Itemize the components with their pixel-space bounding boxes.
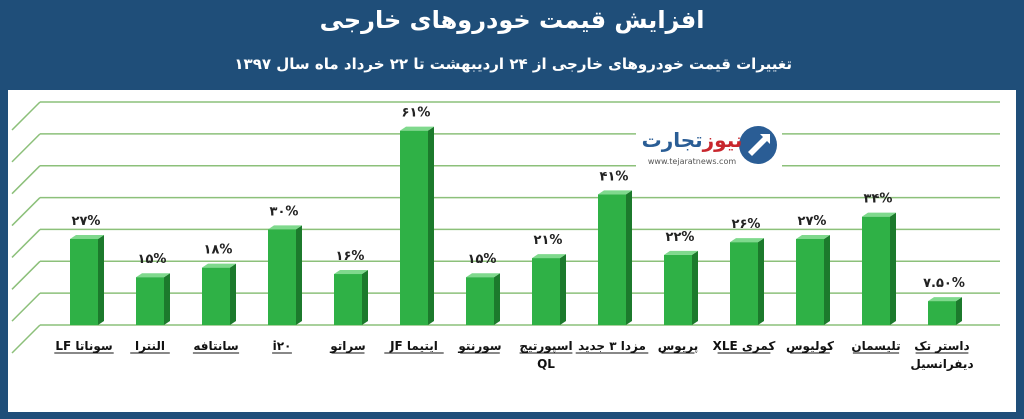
data-label: ۷.۵۰% <box>923 276 965 291</box>
bar-side <box>230 263 236 325</box>
bar <box>928 301 956 325</box>
bar-top <box>664 250 698 255</box>
chart-panel <box>8 90 1016 412</box>
gridline-diagonal <box>11 324 41 354</box>
data-label: ۴۱% <box>600 169 629 184</box>
bar-top <box>928 297 962 302</box>
bar-top <box>796 234 830 239</box>
bar-top <box>400 126 434 131</box>
bar <box>268 229 296 325</box>
category-label: کولیوس <box>786 339 834 354</box>
gridline-diagonal <box>11 260 41 290</box>
category-label: ایتیما JF <box>389 339 438 353</box>
bar-side <box>494 273 500 325</box>
bar-top <box>862 212 896 217</box>
bar-side <box>890 212 896 325</box>
category-label: سوناتا LF <box>55 339 112 354</box>
bar-side <box>362 270 368 325</box>
category-label: داستر تک <box>914 339 969 353</box>
tejaratnews-logo: نیوزتجارت www.tejaratnews.com <box>636 116 782 178</box>
logo-url: www.tejaratnews.com <box>648 157 736 166</box>
data-label: ۱۵% <box>138 252 167 267</box>
category-label: i۲۰ <box>273 339 292 353</box>
bar-side <box>956 297 962 325</box>
category-label: QL <box>537 357 555 371</box>
category-label: پریوس <box>658 339 699 354</box>
bar <box>400 130 428 325</box>
bar-top <box>334 270 368 275</box>
category-label: کمری XLE <box>713 339 776 353</box>
category-label: النترا <box>135 339 165 353</box>
bar-top <box>730 238 764 243</box>
bar <box>730 242 758 325</box>
data-label: ۲۶% <box>732 217 761 232</box>
data-label: ۲۷% <box>72 214 101 229</box>
bar-side <box>164 273 170 325</box>
bar <box>136 277 164 325</box>
bar-top <box>268 225 302 230</box>
gridline-diagonal <box>11 133 41 163</box>
data-label: ۱۵% <box>468 252 497 267</box>
gridline-diagonal <box>11 292 41 322</box>
data-label: ۱۶% <box>336 249 365 264</box>
bar-side <box>824 234 830 325</box>
bar-side <box>428 126 434 326</box>
bar-side <box>758 238 764 325</box>
bar-side <box>98 234 104 325</box>
bar <box>598 194 626 325</box>
gridline-diagonal <box>11 101 41 131</box>
category-label: مزدا ۳ جدید <box>578 339 646 353</box>
bar-side <box>296 225 302 325</box>
bar <box>862 216 890 325</box>
bar-side <box>692 250 698 325</box>
category-label: اسپورتیج <box>519 339 572 354</box>
bar <box>202 267 230 325</box>
data-label: ۲۱% <box>534 233 563 248</box>
bar-top <box>598 190 632 195</box>
bar-side <box>560 254 566 325</box>
bar-top <box>202 263 236 268</box>
category-label: تلیسمان <box>851 339 900 353</box>
bar <box>70 238 98 325</box>
bar <box>466 277 494 325</box>
data-label: ۲۷% <box>798 214 827 229</box>
data-label: ۳۰% <box>270 204 299 219</box>
category-label: سانتافه <box>193 339 238 353</box>
category-label: سورنتو <box>457 339 501 354</box>
gridline-diagonal <box>11 165 41 195</box>
bar <box>334 274 362 325</box>
bar-top <box>466 273 500 278</box>
bar <box>664 254 692 325</box>
gridline-diagonal <box>11 228 41 258</box>
page-title: افزایش قیمت خودروهای خارجی <box>319 6 705 34</box>
data-label: ۱۸% <box>204 243 233 258</box>
gridline-diagonal <box>11 197 41 227</box>
bar <box>796 238 824 325</box>
category-label: دیفرانسیل <box>910 357 973 371</box>
data-label: ۶۱% <box>402 106 431 121</box>
category-label: سراتو <box>329 339 365 354</box>
data-label: ۲۲% <box>666 230 695 245</box>
data-label: ۳۴% <box>864 192 893 207</box>
logo-name: نیوزتجارت <box>642 128 743 152</box>
bar-top <box>70 234 104 239</box>
bar-top <box>136 273 170 278</box>
bar-side <box>626 190 632 325</box>
bar-top <box>532 254 566 259</box>
chart-subtitle: تغییرات قیمت خودروهای خارجی از ۲۴ اردیبه… <box>234 55 792 73</box>
bar <box>532 258 560 325</box>
